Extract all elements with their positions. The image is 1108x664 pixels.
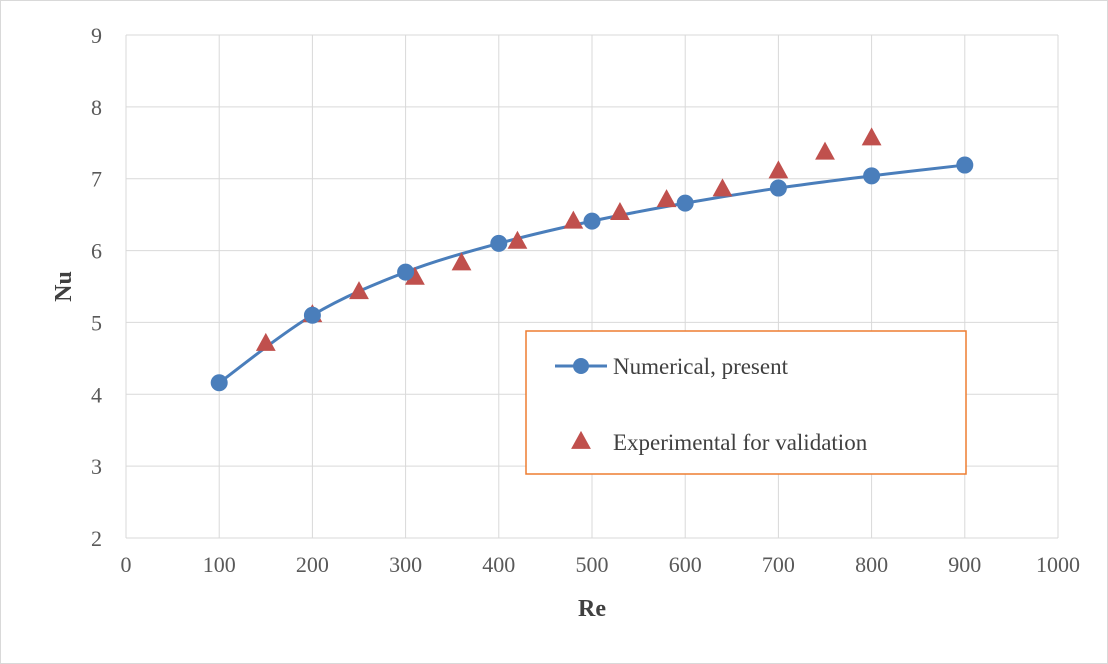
experimental-point — [507, 230, 528, 249]
y-tick-label: 3 — [91, 454, 102, 479]
x-tick-label: 700 — [762, 552, 795, 577]
x-axis-title: Re — [578, 596, 606, 622]
legend-box — [525, 330, 967, 475]
experimental-point — [712, 178, 733, 197]
y-tick-label: 9 — [91, 23, 102, 48]
legend-label-numerical: Numerical, present — [613, 354, 789, 379]
x-tick-label: 200 — [296, 552, 329, 577]
legend-swatch-marker-experimental — [571, 430, 591, 449]
y-tick-label: 2 — [91, 526, 102, 551]
legend-label-experimental: Experimental for validation — [613, 430, 868, 455]
experimental-point — [768, 160, 789, 179]
experimental-point — [861, 127, 882, 146]
experimental-point — [255, 332, 276, 351]
numerical-point — [397, 263, 415, 281]
experimental-point — [610, 202, 630, 221]
experimental-point — [349, 281, 369, 300]
x-tick-label: 300 — [389, 552, 422, 577]
numerical-point — [769, 179, 787, 197]
x-tick-label: 0 — [121, 552, 132, 577]
experimental-point — [656, 189, 677, 208]
experimental-point — [451, 252, 472, 271]
numerical-point — [583, 212, 601, 230]
numerical-point — [863, 167, 881, 185]
x-tick-label: 1000 — [1036, 552, 1080, 577]
legend-swatch-marker-numerical — [573, 358, 589, 374]
y-tick-label: 8 — [91, 95, 102, 120]
y-tick-label: 7 — [91, 167, 102, 192]
y-tick-label: 4 — [91, 382, 102, 407]
legend: Numerical, present Experimental for vali… — [525, 330, 967, 475]
numerical-point — [303, 306, 321, 324]
experimental-point — [563, 210, 584, 229]
experimental-point — [815, 141, 835, 160]
numerical-point — [676, 194, 694, 212]
numerical-point — [210, 374, 228, 392]
x-tick-label: 800 — [855, 552, 888, 577]
experimental-point — [405, 266, 425, 285]
numerical-point — [490, 234, 508, 252]
x-tick-label: 900 — [948, 552, 981, 577]
y-tick-label: 6 — [91, 239, 102, 264]
data-series — [210, 127, 974, 392]
x-tick-label: 100 — [203, 552, 236, 577]
x-tick-label: 400 — [482, 552, 515, 577]
y-tick-label: 5 — [91, 310, 102, 335]
axes: 0 100 200 300 400 500 600 700 800 900 1000 2 3 4 5 6 7 8 9 — [91, 23, 1080, 577]
y-axis-title: Nu — [51, 271, 77, 302]
x-tick-label: 500 — [576, 552, 609, 577]
x-tick-label: 600 — [669, 552, 702, 577]
numerical-point — [956, 156, 974, 174]
